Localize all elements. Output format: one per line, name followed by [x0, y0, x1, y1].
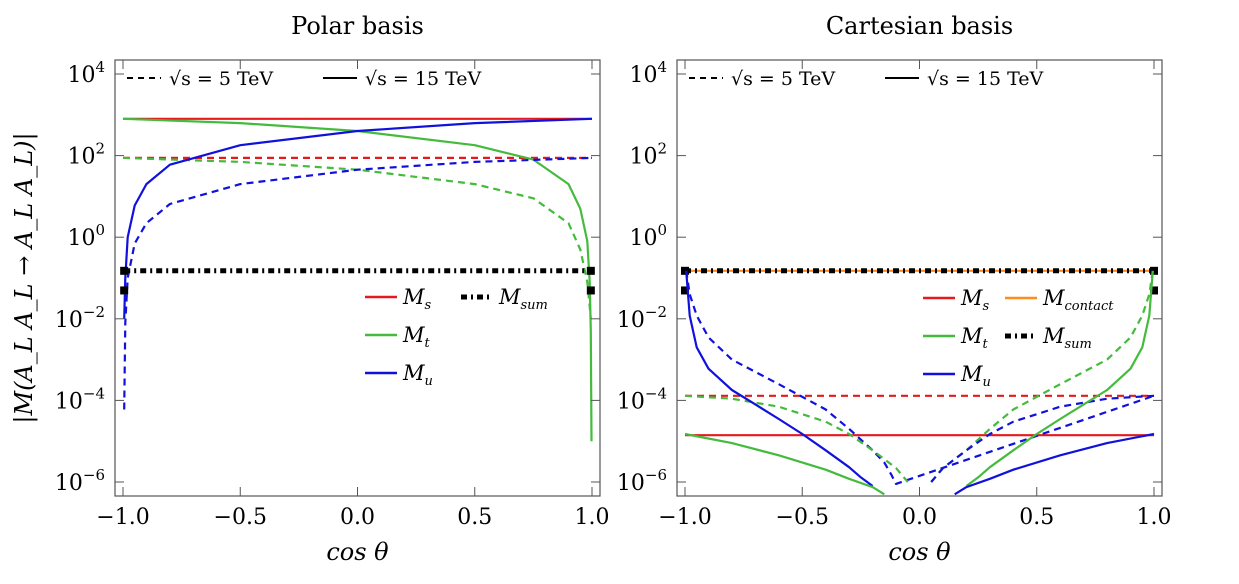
- chart-title: Polar basis: [291, 12, 424, 40]
- x-axis-label: cos θ: [888, 538, 951, 566]
- plot-frame: [114, 59, 601, 497]
- series-line: M_t, √s = 15 TeV: [684, 432, 885, 496]
- y-tick-label: 10−4: [617, 384, 667, 414]
- chart-title: Cartesian basis: [826, 12, 1013, 40]
- series-line: M_t, √s = 15 TeV (right): [965, 270, 1154, 487]
- y-axis-label: |M(A_L A_L → A_L A_L)|: [10, 132, 39, 423]
- x-tick-label: −1.0: [96, 505, 149, 530]
- series-line: M_u, √s = 15 TeV: [123, 117, 593, 319]
- y-tick-label: 102: [629, 140, 667, 170]
- x-tick-label: 1.0: [1137, 505, 1172, 530]
- legend-label-u: Mu: [402, 361, 433, 389]
- legend-label-sum: Msum: [498, 285, 548, 313]
- sum-endpoint-marker: [681, 266, 689, 275]
- legend-label-u: Mu: [960, 362, 991, 390]
- series-line: M_u, √s = 5 TeV: [123, 156, 593, 410]
- x-tick-label: −1.0: [658, 505, 711, 530]
- y-tick-label: 10−6: [55, 466, 105, 496]
- x-tick-label: −0.5: [214, 505, 267, 530]
- legend-label-s: Ms: [402, 285, 432, 313]
- y-tick-label: 100: [67, 221, 105, 251]
- y-tick-label: 10−2: [55, 303, 105, 333]
- energy-legend: √s = 5 TeV √s = 15 TeV: [127, 68, 482, 90]
- plot-frame: [676, 59, 1163, 497]
- series-line: M_t, √s = 5 TeV: [684, 394, 909, 483]
- legend-label-s: Ms: [960, 286, 990, 314]
- energy-legend-label: √s = 5 TeV: [169, 68, 273, 90]
- energy-legend: √s = 5 TeV √s = 15 TeV: [689, 68, 1044, 90]
- x-tick-label: 1.0: [575, 505, 610, 530]
- y-tick-label: 10−6: [617, 466, 667, 496]
- x-tick-label: 0.5: [1019, 505, 1054, 530]
- sum-endpoint-marker: [681, 286, 689, 295]
- series-line: M_u, √s = 5 TeV (right): [930, 394, 1155, 483]
- sum-endpoint-marker: [120, 266, 129, 275]
- series-line: M_u, √s = 15 TeV (right): [954, 432, 1155, 496]
- y-tick-label: 104: [67, 58, 105, 88]
- y-tick-label: 104: [629, 58, 667, 88]
- legend-label-t: Mt: [402, 323, 431, 351]
- sum-endpoint-marker: [1150, 286, 1158, 295]
- series-line: M_t, √s = 5 TeV: [122, 156, 592, 319]
- sum-endpoint-marker: [1150, 266, 1158, 275]
- x-tick-label: −0.5: [776, 505, 829, 530]
- legend-label-contact: Mcontact: [1042, 286, 1114, 314]
- x-tick-label: 0.0: [902, 505, 937, 530]
- legend-label-t: Mt: [960, 324, 989, 352]
- y-tick-label: 10−4: [55, 384, 105, 414]
- x-tick-label: 0.5: [457, 505, 492, 530]
- x-tick-label: 0.0: [340, 505, 375, 530]
- series-line: M_u, √s = 15 TeV: [685, 270, 874, 487]
- energy-legend-label: √s = 15 TeV: [927, 68, 1044, 90]
- series-line: M_u, √s = 5 TeV: [685, 270, 1155, 485]
- series-legend: Ms Msum Mt Mu: [365, 285, 548, 389]
- series-legend: Ms Mcontact Mt Msum Mu: [923, 286, 1114, 390]
- x-axis-label: cos θ: [326, 538, 389, 566]
- energy-legend-label: √s = 5 TeV: [731, 68, 835, 90]
- sum-endpoint-marker: [586, 286, 595, 295]
- y-tick-label: 102: [67, 140, 105, 170]
- y-tick-label: 10−2: [617, 303, 667, 333]
- sum-endpoint-marker: [586, 266, 595, 275]
- energy-legend-label: √s = 15 TeV: [365, 68, 482, 90]
- y-tick-label: 100: [629, 221, 667, 251]
- legend-label-sum: Msum: [1042, 324, 1092, 352]
- series-line: M_t, √s = 15 TeV: [122, 117, 593, 442]
- sum-endpoint-marker: [120, 286, 129, 295]
